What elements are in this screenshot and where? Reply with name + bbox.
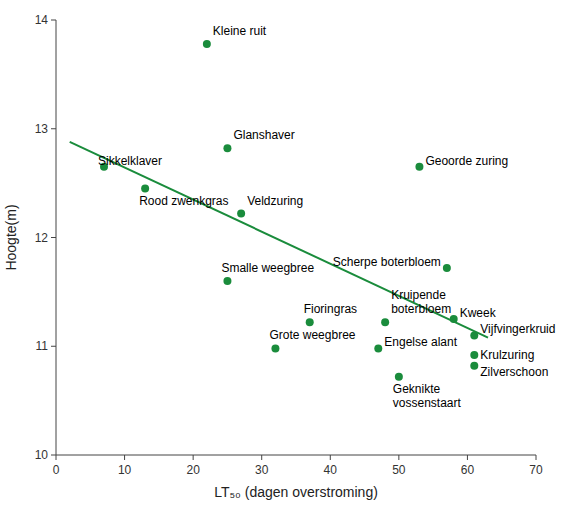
point [223, 144, 231, 152]
point-label: Geoorde zuring [425, 154, 508, 168]
x-tick [467, 455, 468, 460]
point-label-line: Scherpe boterbloem [333, 255, 441, 269]
y-tick-label: 12 [35, 231, 49, 245]
x-tick [124, 455, 125, 460]
x-tick-label: 0 [53, 463, 60, 477]
point-label: Fioringras [304, 302, 357, 316]
point-label: Kleine ruit [213, 24, 267, 38]
point-label: Veldzuring [247, 194, 303, 208]
y-axis-label: Hoogte(m) [3, 204, 19, 270]
x-tick [398, 455, 399, 460]
point [415, 163, 423, 171]
x-tick-label: 10 [118, 463, 132, 477]
y-tick-label: 13 [35, 122, 49, 136]
y-tick [51, 20, 56, 21]
point-label-line: Grote weegbree [269, 328, 355, 342]
y-tick-label: 11 [36, 339, 49, 353]
point-label-line: Kruipende [391, 288, 446, 302]
x-tick [56, 455, 57, 460]
point [203, 40, 211, 48]
point [470, 351, 478, 359]
y-tick-label: 10 [35, 448, 49, 462]
x-tick [193, 455, 194, 460]
x-tick-label: 60 [461, 463, 475, 477]
point-label: Glanshaver [233, 128, 294, 142]
point-label: Kruipendeboterbloem [391, 288, 451, 316]
x-tick [261, 455, 262, 460]
point-label-line: Zilverschoon [480, 365, 548, 379]
point-label: Sikkelklaver [98, 154, 162, 168]
point-label-line: Geoorde zuring [425, 154, 508, 168]
point-label: Smalle weegbree [221, 261, 314, 275]
point-label-line: Kleine ruit [213, 24, 267, 38]
point-label-line: Kweek [460, 306, 497, 320]
point-label-line: Veldzuring [247, 194, 303, 208]
point-label: Engelse alant [384, 335, 457, 349]
x-axis-line [56, 455, 536, 456]
point-label-line: Rood zwenkgras [139, 194, 228, 208]
point-label: Grote weegbree [269, 328, 355, 342]
x-tick-label: 50 [392, 463, 406, 477]
y-tick [51, 346, 56, 347]
point-label-line: Sikkelklaver [98, 154, 162, 168]
point-label: Rood zwenkgras [139, 194, 228, 208]
point-label: Scherpe boterbloem [333, 255, 441, 269]
point [306, 318, 314, 326]
point-label-line: Fioringras [304, 302, 357, 316]
x-tick-label: 30 [255, 463, 269, 477]
point-label: Kweek [460, 306, 497, 320]
point-label-line: Geknikte [393, 382, 441, 396]
y-tick [51, 128, 56, 129]
point [223, 277, 231, 285]
point-label: Vijfvingerkruid [480, 322, 555, 336]
point-label: Zilverschoon [480, 365, 548, 379]
x-axis-label: LT₅₀ (dagen overstroming) [214, 484, 378, 500]
chart: 0 10 20 30 40 50 60 70 10 11 12 13 14 LT₅₀ (dagen ove… [0, 0, 564, 507]
point-label-line: Smalle weegbree [221, 261, 314, 275]
point-label-line: Krulzuring [480, 348, 534, 362]
trend-line [70, 142, 488, 338]
x-tick-label: 40 [324, 463, 338, 477]
point-label-line: Vijfvingerkruid [480, 322, 555, 336]
point-label: Krulzuring [480, 348, 534, 362]
point [141, 185, 149, 193]
x-tick [536, 455, 537, 460]
point [395, 373, 403, 381]
point [237, 210, 245, 218]
point-label-line: Glanshaver [233, 128, 294, 142]
x-tick-label: 20 [186, 463, 200, 477]
point [470, 362, 478, 370]
point-label-line: boterbloem [391, 302, 451, 316]
plot-area [70, 40, 488, 381]
x-tick [330, 455, 331, 460]
y-tick [51, 237, 56, 238]
point [374, 344, 382, 352]
point [443, 264, 451, 272]
y-tick-label: 14 [35, 13, 49, 27]
point [381, 318, 389, 326]
x-tick-label: 70 [529, 463, 543, 477]
y-tick [51, 455, 56, 456]
point-label-line: Engelse alant [384, 335, 457, 349]
point-label: Gekniktevossenstaart [393, 382, 462, 410]
point-label-line: vossenstaart [393, 396, 462, 410]
point [271, 344, 279, 352]
